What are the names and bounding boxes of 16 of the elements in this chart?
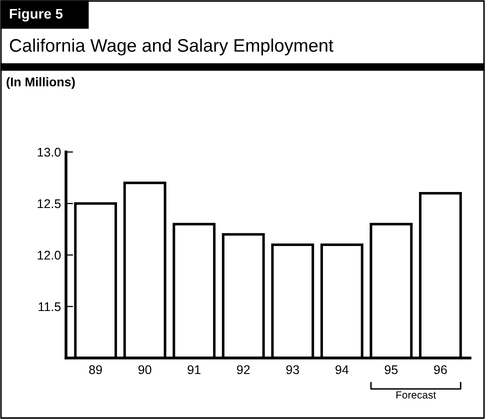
y-tick-label: 12.0	[38, 250, 61, 260]
x-tick-label: 89	[89, 365, 102, 374]
x-tick-label: 92	[237, 365, 250, 374]
caption: Figure 5	[10, 8, 63, 22]
x-tick-label: 91	[188, 365, 200, 374]
y-tick-label: 11.5	[38, 302, 61, 312]
text: Forecast	[396, 391, 436, 399]
x-tick-label: 95	[384, 365, 398, 374]
x-tick-label: 93	[286, 365, 300, 374]
x-tick-label: 96	[434, 365, 447, 374]
y-tick-label: 13.0	[38, 148, 61, 157]
chart-subtitle: (In Millions)	[6, 77, 75, 89]
y-tick-label: 12.5	[38, 199, 61, 208]
x-tick-label: 90	[138, 365, 152, 374]
chart-title: California Wage and Salary Employment	[10, 38, 334, 56]
x-tick-label: 94	[336, 365, 348, 374]
